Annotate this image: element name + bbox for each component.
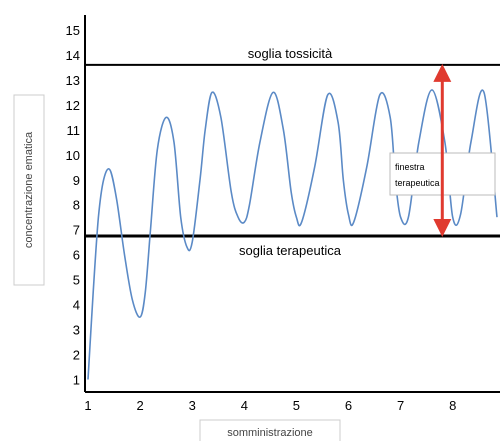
x-tick-label: 3 bbox=[189, 398, 196, 413]
x-tick-label: 1 bbox=[84, 398, 91, 413]
x-tick-labels: 1 2 3 4 5 6 7 8 bbox=[84, 398, 456, 413]
x-axis-label-box bbox=[199, 419, 341, 441]
y-tick-label: 2 bbox=[73, 348, 80, 363]
y-tick-label: 14 bbox=[66, 48, 80, 63]
x-tick-label: 7 bbox=[397, 398, 404, 413]
y-tick-label: 5 bbox=[73, 273, 80, 288]
x-axis-label: somministrazione bbox=[227, 427, 313, 439]
concentration-curve bbox=[87, 89, 498, 380]
y-tick-label: 13 bbox=[66, 73, 80, 88]
y-tick-label: 8 bbox=[73, 198, 80, 213]
y-axis-label: concentrazione ematica bbox=[23, 131, 35, 248]
annotation-text-line1: finestra bbox=[395, 162, 425, 172]
x-tick-label: 8 bbox=[449, 398, 456, 413]
toxicity-threshold-label: soglia tossicità bbox=[248, 46, 333, 61]
therapeutic-threshold-label: soglia terapeutica bbox=[239, 243, 342, 258]
y-tick-label: 15 bbox=[66, 23, 80, 38]
y-tick-label: 10 bbox=[66, 148, 80, 163]
y-tick-label: 11 bbox=[67, 123, 81, 138]
y-axis-label-box bbox=[13, 94, 45, 286]
y-tick-label: 1 bbox=[73, 373, 80, 388]
y-tick-label: 7 bbox=[73, 223, 80, 238]
x-tick-label: 4 bbox=[241, 398, 248, 413]
y-tick-label: 12 bbox=[66, 98, 80, 113]
annotation-text-line2: terapeutica bbox=[395, 178, 440, 188]
y-tick-label: 3 bbox=[73, 323, 80, 338]
y-tick-label: 9 bbox=[73, 173, 80, 188]
x-tick-label: 6 bbox=[345, 398, 352, 413]
x-tick-label: 5 bbox=[293, 398, 300, 413]
y-tick-label: 6 bbox=[73, 248, 80, 263]
y-tick-label: 4 bbox=[73, 298, 80, 313]
x-tick-label: 2 bbox=[136, 398, 143, 413]
